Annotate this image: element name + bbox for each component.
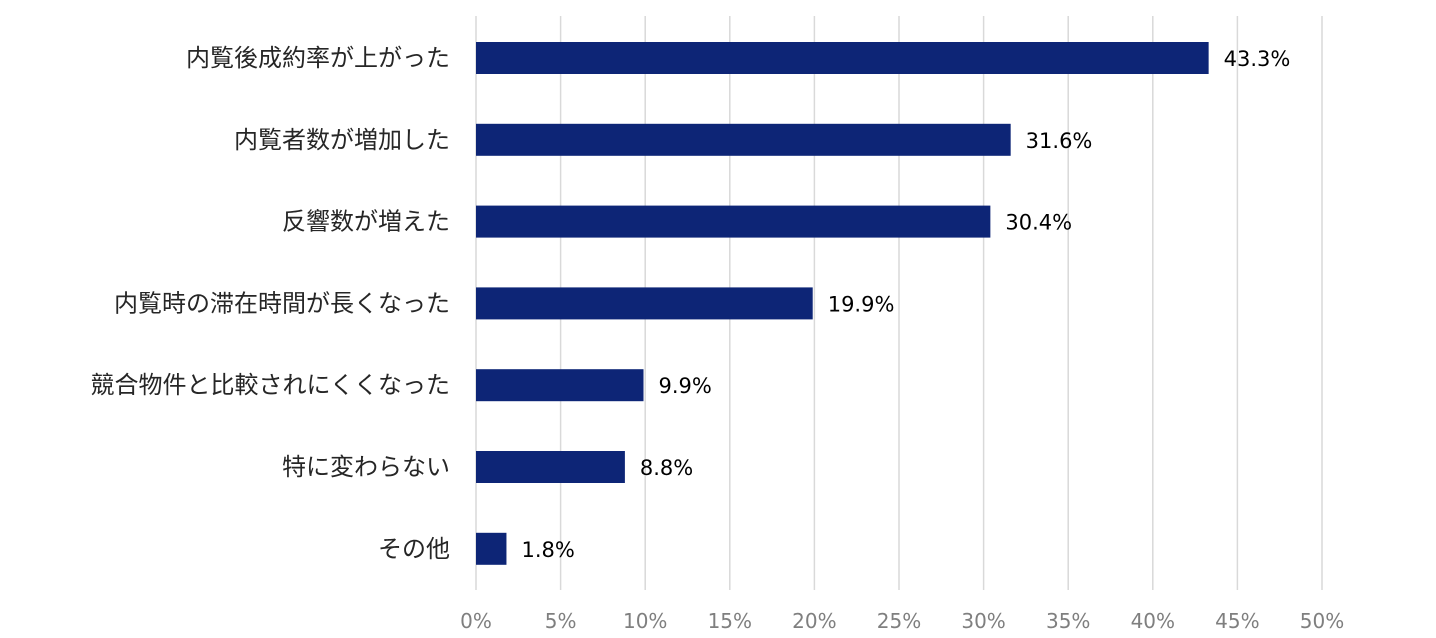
- category-label: 競合物件と比較されにくくなった: [90, 371, 450, 399]
- x-tick-label: 40%: [1131, 609, 1175, 633]
- data-label: 1.8%: [521, 538, 574, 562]
- x-tick-label: 5%: [545, 609, 577, 633]
- data-label: 31.6%: [1026, 129, 1093, 153]
- bar: [476, 532, 507, 565]
- data-label: 8.8%: [640, 456, 693, 480]
- bar: [476, 451, 625, 483]
- x-tick-label: 25%: [877, 609, 921, 633]
- x-tick-label: 35%: [1046, 609, 1090, 633]
- bar: [476, 369, 644, 402]
- bar: [476, 42, 1209, 74]
- bar: [476, 287, 813, 320]
- x-tick-label: 0%: [460, 609, 492, 633]
- bars: [476, 42, 1209, 565]
- category-label: 内覧時の滞在時間が長くなった: [114, 289, 450, 317]
- data-label: 19.9%: [828, 292, 895, 316]
- data-label: 43.3%: [1224, 47, 1291, 71]
- category-labels: 内覧後成約率が上がった内覧者数が増加した反響数が増えた内覧時の滞在時間が長くなっ…: [90, 44, 450, 563]
- x-tick-label: 15%: [708, 609, 752, 633]
- data-label: 9.9%: [659, 374, 712, 398]
- x-tick-label: 30%: [961, 609, 1005, 633]
- bar: [476, 123, 1011, 156]
- category-label: その他: [378, 535, 450, 563]
- category-label: 反響数が増えた: [282, 208, 450, 236]
- category-label: 内覧者数が増加した: [234, 126, 450, 154]
- category-label: 内覧後成約率が上がった: [186, 44, 450, 72]
- x-tick-label: 10%: [623, 609, 667, 633]
- value-labels: 43.3% 31.6% 30.4% 19.9% 9.9% 8.8% 1.8%: [521, 47, 1290, 562]
- x-tick-label: 45%: [1215, 609, 1259, 633]
- bar: [476, 205, 991, 238]
- x-axis-tick-labels: 0% 5% 10% 15% 20% 25% 30% 35% 40% 45% 50%: [460, 609, 1344, 633]
- gridlines: [475, 16, 1323, 590]
- data-label: 30.4%: [1005, 211, 1072, 235]
- category-label: 特に変わらない: [282, 453, 450, 481]
- x-tick-label: 20%: [792, 609, 836, 633]
- x-tick-label: 50%: [1300, 609, 1344, 633]
